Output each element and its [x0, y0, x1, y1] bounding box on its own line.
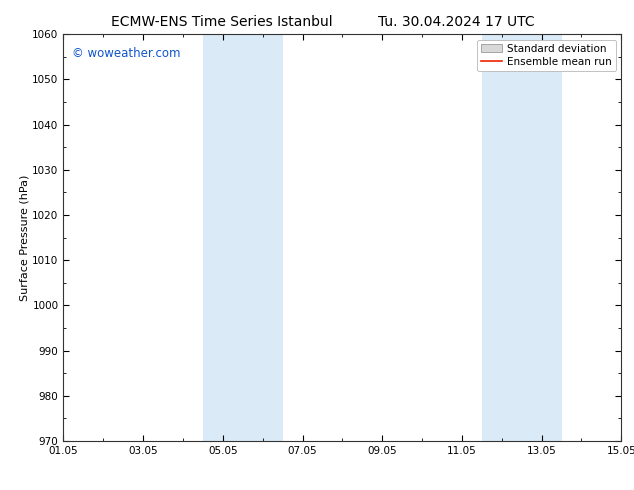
Bar [203, 34, 243, 441]
Text: © woweather.com: © woweather.com [72, 47, 180, 59]
Text: Tu. 30.04.2024 17 UTC: Tu. 30.04.2024 17 UTC [378, 15, 535, 29]
Bar [522, 34, 562, 441]
Bar [482, 34, 522, 441]
Legend: Standard deviation, Ensemble mean run: Standard deviation, Ensemble mean run [477, 40, 616, 71]
Bar [243, 34, 283, 441]
Y-axis label: Surface Pressure (hPa): Surface Pressure (hPa) [20, 174, 30, 301]
Text: ECMW-ENS Time Series Istanbul: ECMW-ENS Time Series Istanbul [111, 15, 333, 29]
